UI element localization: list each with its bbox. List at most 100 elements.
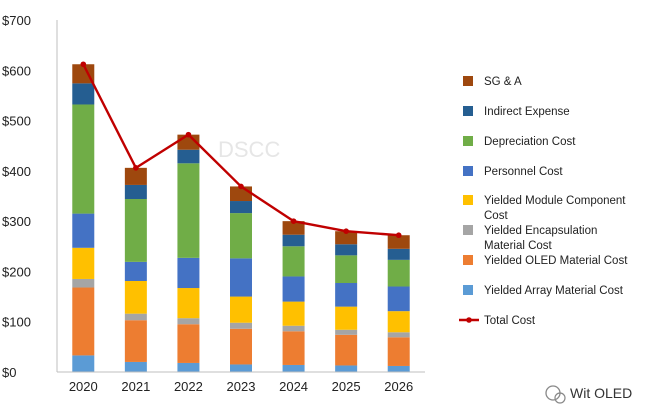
x-tick-label: 2024 xyxy=(279,379,308,394)
bar-segment-yielded-encapsulation-material-cost xyxy=(177,318,200,325)
bar-segment-yielded-module-component-cost xyxy=(230,296,252,323)
wechat-icon-inner xyxy=(554,392,566,404)
total-cost-point xyxy=(185,131,192,138)
bar-segment-depreciation-cost xyxy=(387,259,410,287)
legend-label-yielded-encapsulation-material-cost: Material Cost xyxy=(484,240,553,252)
bar-segment-yielded-module-component-cost xyxy=(335,306,358,330)
legend-label-personnel-cost: Personnel Cost xyxy=(484,166,563,178)
bar-segment-yielded-oled-material-cost xyxy=(230,328,252,365)
bar-segment-indirect-expense xyxy=(72,83,95,105)
bar-segment-personnel-cost xyxy=(387,286,410,312)
legend-label-yielded-module-component-cost: Yielded Module Component xyxy=(484,195,626,207)
bar-segment-yielded-encapsulation-material-cost xyxy=(335,329,358,335)
brand-text: Wit OLED xyxy=(570,385,632,401)
bar-segment-sg-and-a xyxy=(387,235,410,249)
bar-segment-yielded-encapsulation-material-cost xyxy=(387,332,410,338)
bar-segment-personnel-cost xyxy=(282,276,305,302)
bar-segment-indirect-expense xyxy=(177,149,200,164)
legend-label-indirect-expense: Indirect Expense xyxy=(484,106,570,118)
total-cost-line xyxy=(80,61,402,239)
bar-segment-indirect-expense xyxy=(230,201,252,214)
bar-segment-yielded-array-material-cost xyxy=(230,364,252,372)
bar-segment-yielded-oled-material-cost xyxy=(335,334,358,366)
y-tick-label: $400 xyxy=(2,164,31,179)
legend-label-yielded-array-material-cost: Yielded Array Material Cost xyxy=(484,285,624,297)
axes: $0 $100 $200 $300 $400 $500 $600 $700 2020 2021 20… xyxy=(2,13,425,394)
bar-segment-yielded-module-component-cost xyxy=(282,301,305,326)
bar-segment-personnel-cost xyxy=(230,258,252,297)
x-tick-label: 2025 xyxy=(332,379,361,394)
bar-segment-yielded-array-material-cost xyxy=(177,362,200,372)
bar-segment-indirect-expense xyxy=(335,244,358,256)
bar-segment-yielded-oled-material-cost xyxy=(387,337,410,366)
bar-segment-yielded-encapsulation-material-cost xyxy=(124,313,147,321)
bar-segment-yielded-oled-material-cost xyxy=(72,287,95,356)
legend-swatch-sg-and-a xyxy=(463,76,473,86)
y-tick-label: $0 xyxy=(2,365,16,380)
legend-label-total-cost: Total Cost xyxy=(484,315,536,327)
y-tick-label: $100 xyxy=(2,315,31,330)
y-tick-label: $300 xyxy=(2,214,31,229)
total-cost-point xyxy=(80,61,87,68)
bar-segment-yielded-array-material-cost xyxy=(335,365,358,372)
legend-swatch-depreciation-cost xyxy=(463,136,473,146)
bar-segment-indirect-expense xyxy=(124,184,147,200)
total-cost-point xyxy=(395,232,402,239)
legend-label-yielded-module-component-cost: Cost xyxy=(484,210,508,222)
bar-segment-yielded-module-component-cost xyxy=(177,288,200,319)
bar-segment-sg-and-a xyxy=(124,167,147,185)
y-tick-label: $500 xyxy=(2,114,31,129)
legend-swatch-yielded-array-material-cost xyxy=(463,285,473,295)
bar-segment-yielded-module-component-cost xyxy=(387,311,410,333)
bar-segment-yielded-oled-material-cost xyxy=(282,331,305,365)
legend-label-yielded-encapsulation-material-cost: Yielded Encapsulation xyxy=(484,225,597,237)
legend-swatch-yielded-encapsulation-material-cost xyxy=(463,225,473,235)
total-cost-point xyxy=(238,183,244,190)
bar-segment-indirect-expense xyxy=(282,234,305,247)
bar-segment-personnel-cost xyxy=(177,257,200,289)
bar-segment-yielded-module-component-cost xyxy=(72,247,95,279)
bar-segment-personnel-cost xyxy=(72,213,95,248)
bar-segment-depreciation-cost xyxy=(230,213,252,259)
x-tick-label: 2026 xyxy=(384,379,413,394)
bar-segment-yielded-encapsulation-material-cost xyxy=(72,278,95,288)
legend-label-yielded-oled-material-cost: Yielded OLED Material Cost xyxy=(484,255,628,267)
legend-label-sg-and-a: SG & A xyxy=(484,76,522,88)
bar-segment-yielded-array-material-cost xyxy=(72,355,95,372)
bar-segment-indirect-expense xyxy=(387,248,410,260)
bar-segment-yielded-encapsulation-material-cost xyxy=(282,325,305,332)
y-tick-label: $200 xyxy=(2,264,31,279)
x-tick-label: 2020 xyxy=(69,379,98,394)
bar-segment-personnel-cost xyxy=(335,282,358,307)
bar-segment-depreciation-cost xyxy=(177,163,200,258)
x-tick-label: 2021 xyxy=(121,379,150,394)
legend-swatch-indirect-expense xyxy=(463,106,473,116)
watermark-text: DSCC xyxy=(218,137,280,162)
x-tick-label: 2023 xyxy=(227,379,256,394)
bar-segment-yielded-array-material-cost xyxy=(124,361,147,372)
brand-mark: Wit OLED xyxy=(545,385,632,404)
bar-segment-yielded-oled-material-cost xyxy=(177,324,200,363)
bar-stacks xyxy=(72,64,410,372)
legend-swatch-yielded-module-component-cost xyxy=(463,195,473,205)
bar-segment-sg-and-a xyxy=(72,64,95,84)
bar-segment-yielded-module-component-cost xyxy=(124,280,147,314)
legend-marker-total-cost xyxy=(466,317,472,323)
bar-segment-sg-and-a xyxy=(282,221,305,235)
bar-segment-yielded-oled-material-cost xyxy=(124,320,147,362)
y-tick-label: $700 xyxy=(2,13,31,28)
bar-segment-sg-and-a xyxy=(335,231,358,245)
bar-segment-yielded-encapsulation-material-cost xyxy=(230,322,252,329)
x-tick-label: 2022 xyxy=(174,379,203,394)
bar-segment-yielded-array-material-cost xyxy=(282,364,305,372)
legend-swatch-personnel-cost xyxy=(463,166,473,176)
legend: SG & A Indirect Expense Depreciation Cost P… xyxy=(459,76,628,327)
legend-swatch-yielded-oled-material-cost xyxy=(463,255,473,265)
y-tick-label: $600 xyxy=(2,63,31,78)
bar-segment-depreciation-cost xyxy=(72,104,95,214)
bar-segment-depreciation-cost xyxy=(282,246,305,277)
bar-segment-depreciation-cost xyxy=(335,255,358,283)
total-cost-point xyxy=(343,228,349,234)
